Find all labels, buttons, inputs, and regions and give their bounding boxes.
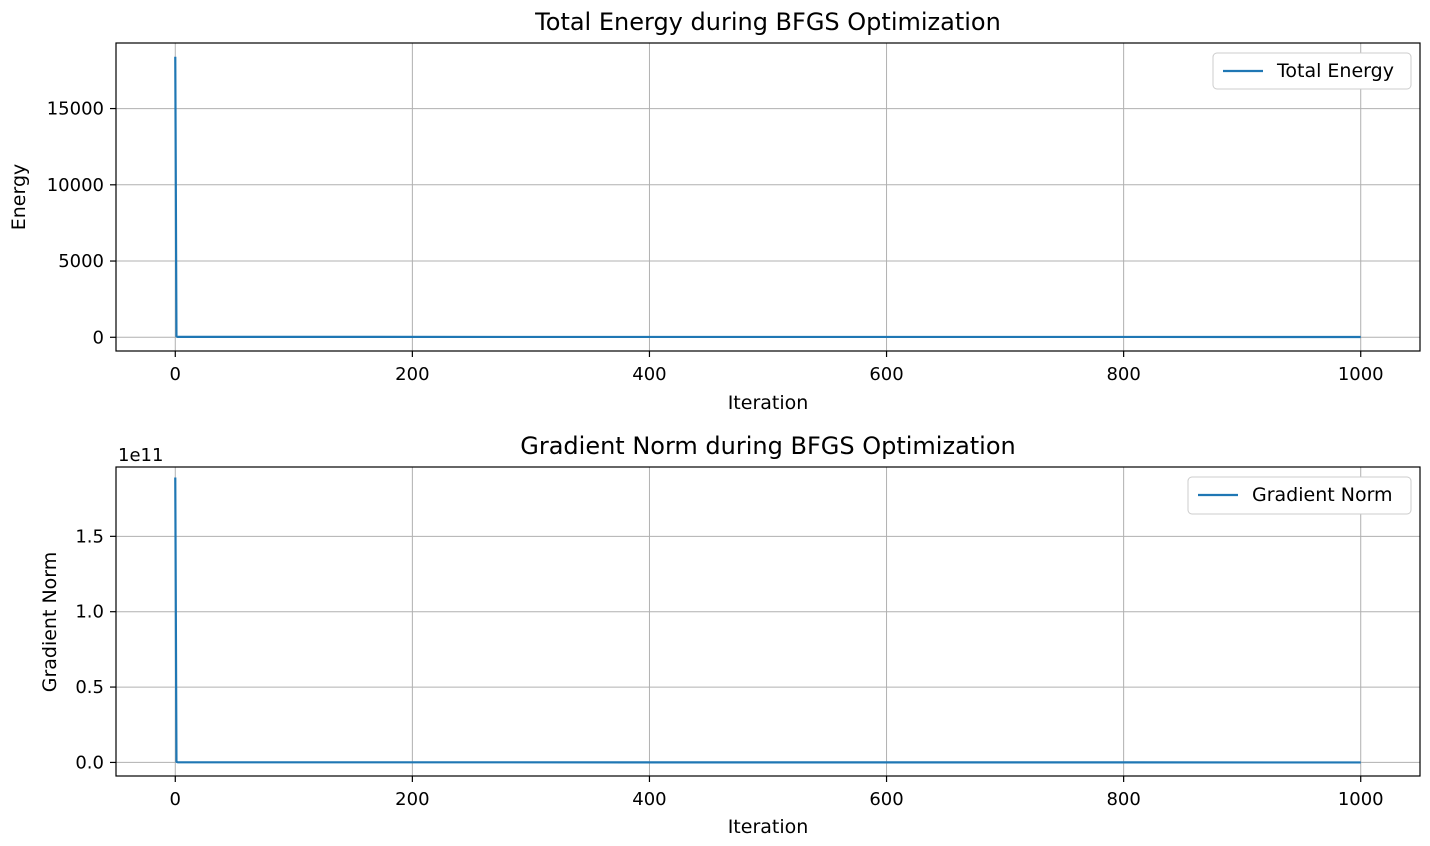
energy-legend-box [1212,52,1412,90]
energy-x-tick-label: 400 [632,364,666,385]
gradient-x-tick-label: 0 [170,789,181,810]
energy-x-tick-label: 800 [1106,364,1140,385]
gradient-series-line [174,477,1361,764]
energy-legend-label: Total Energy [1276,60,1394,82]
energy-y-tick-label: 10000 [47,175,104,196]
gradient-ticks: 0 200 400 600 800 1000 0.0 0.5 1.0 1.5 [75,526,1383,810]
gradient-series [174,477,1361,764]
energy-series [174,56,1361,339]
gradient-x-tick-label: 200 [395,789,429,810]
gradient-x-tick-label: 800 [1106,789,1140,810]
energy-series-line [174,56,1361,339]
gradient-chart-title: Gradient Norm during BFGS Optimization [520,432,1016,460]
energy-x-tick-label: 200 [395,364,429,385]
gradient-plot-frame [115,466,1421,777]
energy-chart-title: Total Energy during BFGS Optimization [534,8,1001,36]
gradient-offset-text: 1e11 [118,445,163,466]
energy-plot-frame [115,42,1421,352]
gradient-x-axis-label: Iteration [728,816,809,838]
gradient-panel: Gradient Norm during BFGS Optimization 1… [39,432,1421,838]
gradient-x-tick-label: 600 [869,789,903,810]
gradient-y-axis-label: Gradient Norm [39,552,61,693]
gradient-legend-label: Gradient Norm [1252,484,1393,506]
energy-y-tick-label: 5000 [58,251,104,272]
gradient-y-tick-label: 0.5 [75,677,104,698]
energy-y-axis-label: Energy [8,164,30,231]
gradient-x-tick-label: 1000 [1338,789,1384,810]
gradient-legend: Gradient Norm [1187,476,1412,515]
energy-x-tick-label: 1000 [1338,364,1384,385]
energy-x-tick-label: 600 [869,364,903,385]
energy-y-tick-label: 0 [93,327,104,348]
energy-x-axis-label: Iteration [728,392,809,414]
energy-legend: Total Energy [1212,52,1412,90]
energy-panel: Total Energy during BFGS Optimization 0 2… [8,8,1421,414]
energy-y-tick-label: 15000 [47,99,104,120]
energy-x-tick-label: 0 [170,364,181,385]
gradient-y-tick-label: 0.0 [75,752,104,773]
gradient-y-tick-label: 1.5 [75,526,104,547]
gradient-legend-box [1187,476,1412,515]
gradient-y-tick-label: 1.0 [75,602,104,623]
gradient-x-tick-label: 400 [632,789,666,810]
